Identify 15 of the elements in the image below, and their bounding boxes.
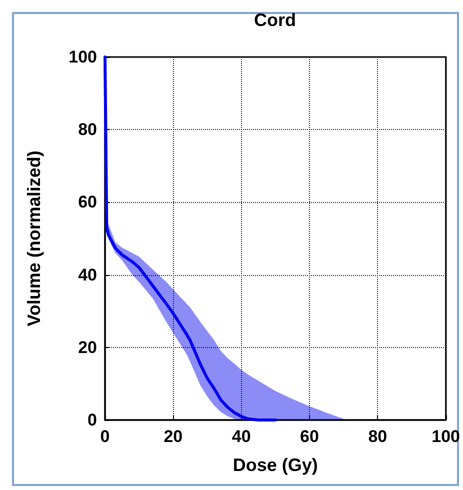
y-tick-label: 20 [78, 338, 97, 357]
x-tick-label: 60 [300, 427, 319, 446]
chart-title: Cord [254, 10, 296, 30]
x-tick-label: 20 [164, 427, 183, 446]
y-tick-label: 0 [88, 410, 97, 430]
y-axis-title: Volume (normalized) [24, 150, 44, 326]
y-tick-label: 60 [78, 192, 97, 212]
y-tick-label: 100 [68, 48, 97, 66]
x-tick-label: 100 [432, 427, 460, 446]
x-tick-label: 80 [368, 427, 388, 446]
y-tick-label: 40 [78, 265, 97, 284]
x-tick-label: 0 [100, 427, 110, 446]
x-tick-label: 40 [232, 427, 251, 446]
y-tick-label: 80 [78, 120, 97, 140]
x-axis-title: Dose (Gy) [232, 455, 318, 475]
